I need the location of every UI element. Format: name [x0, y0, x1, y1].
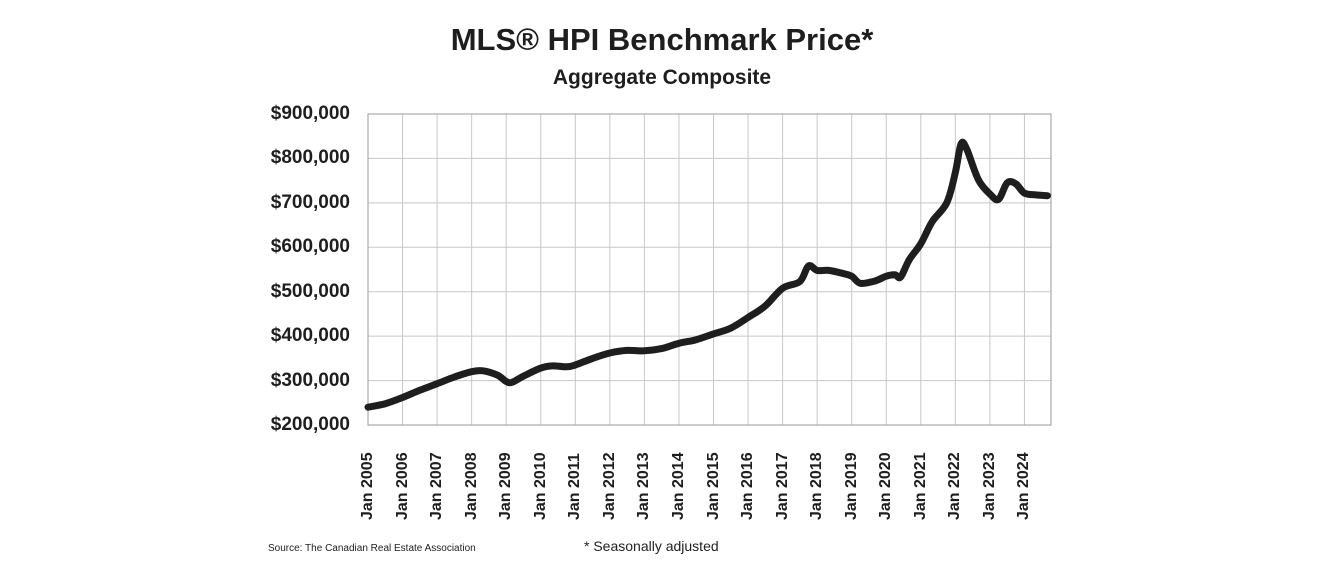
x-tick-label: Jan 2006	[393, 452, 411, 520]
x-tick-label: Jan 2010	[531, 452, 549, 520]
y-tick-label: $900,000	[270, 103, 350, 124]
x-tick-label: Jan 2017	[773, 452, 791, 520]
seasonally-adjusted-note: * Seasonally adjusted	[584, 538, 719, 554]
x-tick-label: Jan 2012	[600, 452, 618, 520]
x-tick-label: Jan 2020	[877, 452, 895, 520]
x-tick-label: Jan 2015	[704, 452, 722, 520]
y-tick-label: $500,000	[270, 280, 350, 302]
chart-subtitle: Aggregate Composite	[552, 66, 772, 89]
y-tick-label: $800,000	[270, 147, 350, 169]
y-tick-label: $200,000	[270, 414, 350, 435]
x-tick-label: Jan 2005	[359, 452, 376, 520]
x-tick-label: Jan 2023	[980, 452, 998, 520]
x-tick-label: Jan 2009	[497, 452, 515, 520]
plot-area-frame	[367, 113, 1052, 426]
series-line	[364, 138, 1051, 411]
series-group	[364, 138, 1051, 411]
x-tick-label: Jan 2022	[946, 452, 964, 520]
x-tick-label: Jan 2014	[669, 452, 687, 520]
x-tick-label: Jan 2008	[462, 452, 480, 520]
x-tick-label: Jan 2016	[739, 452, 757, 520]
y-tick-label: $600,000	[270, 236, 350, 258]
x-tick-label: Jan 2018	[808, 452, 826, 520]
gridlines	[367, 113, 1051, 426]
x-tick-label: Jan 2013	[635, 452, 653, 520]
x-tick-label: Jan 2011	[566, 453, 584, 520]
y-tick-label: $300,000	[270, 369, 350, 391]
x-tick-label: Jan 2019	[842, 452, 860, 520]
y-tick-label: $400,000	[270, 325, 350, 347]
chart-title: MLS® HPI Benchmark Price*	[450, 22, 874, 57]
x-tick-label: Jan 2021	[911, 452, 929, 520]
x-tick-label: Jan 2007	[428, 452, 446, 520]
source-note: Source: The Canadian Real Estate Associa…	[268, 543, 476, 554]
x-tick-label: Jan 2024	[1015, 452, 1033, 520]
y-tick-label: $700,000	[270, 191, 350, 213]
